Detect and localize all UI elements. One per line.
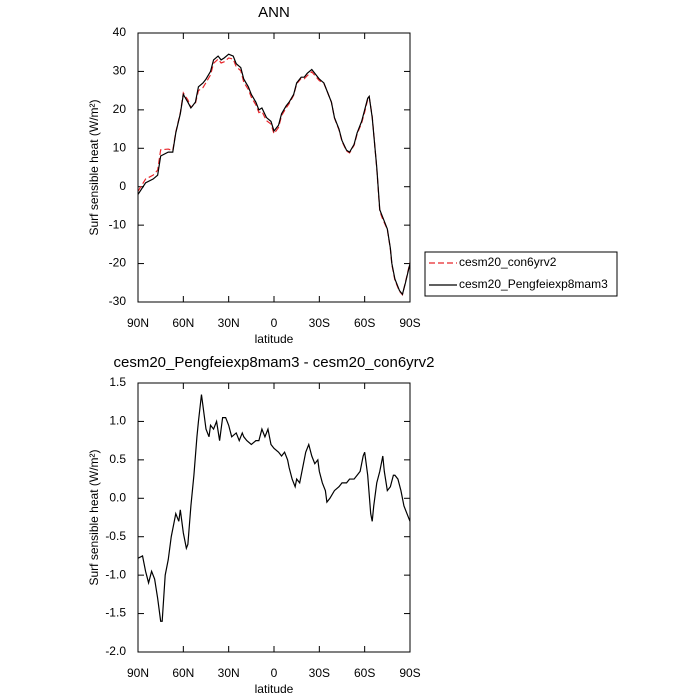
y-tick-label: 30 bbox=[113, 64, 127, 78]
x-tick-label: 90N bbox=[127, 666, 149, 680]
y-tick-label: 40 bbox=[113, 25, 127, 39]
x-tick-label: 60S bbox=[354, 316, 375, 330]
x-tick-label: 0 bbox=[271, 316, 278, 330]
y-tick-label: 1.5 bbox=[109, 375, 126, 389]
x-axis-label: latitude bbox=[255, 682, 294, 696]
x-tick-label: 90S bbox=[399, 316, 420, 330]
y-tick-label: 0 bbox=[119, 179, 126, 193]
x-tick-label: 30S bbox=[309, 666, 330, 680]
y-tick-label: -1.0 bbox=[105, 567, 126, 581]
chart-title: ANN bbox=[258, 4, 290, 21]
data-line bbox=[137, 57, 411, 296]
x-axis-label: latitude bbox=[255, 332, 294, 346]
x-tick-label: 0 bbox=[271, 666, 278, 680]
x-tick-label: 60N bbox=[172, 316, 194, 330]
legend-label: cesm20_con6yrv2 bbox=[459, 255, 557, 269]
y-tick-label: 0.0 bbox=[109, 490, 126, 504]
x-tick-label: 90N bbox=[127, 316, 149, 330]
y-tick-label: -20 bbox=[109, 256, 127, 270]
y-tick-label: 0.5 bbox=[109, 452, 126, 466]
y-tick-label: 20 bbox=[113, 102, 127, 116]
y-tick-label: -10 bbox=[109, 217, 127, 231]
x-tick-label: 60S bbox=[354, 666, 375, 680]
x-tick-label: 30N bbox=[218, 666, 240, 680]
y-tick-label: -2.0 bbox=[105, 644, 126, 658]
y-tick-label: 10 bbox=[113, 140, 127, 154]
legend: cesm20_con6yrv2 cesm20_Pengfeiexp8mam3 bbox=[424, 251, 618, 297]
legend-label: cesm20_Pengfeiexp8mam3 bbox=[459, 277, 608, 291]
y-tick-label: -0.5 bbox=[105, 529, 126, 543]
x-tick-label: 30N bbox=[218, 316, 240, 330]
chart-title: cesm20_Pengfeiexp8mam3 - cesm20_con6yrv2 bbox=[114, 354, 435, 371]
y-axis-label: Surf sensible heat (W/m²) bbox=[87, 99, 101, 235]
y-axis-label: Surf sensible heat (W/m²) bbox=[87, 449, 101, 585]
x-tick-label: 90S bbox=[399, 666, 420, 680]
x-tick-label: 60N bbox=[172, 666, 194, 680]
legend-box bbox=[424, 251, 618, 297]
plot-frame bbox=[137, 382, 411, 653]
plot-frame bbox=[137, 32, 411, 303]
x-tick-label: 30S bbox=[309, 316, 330, 330]
y-tick-label: 1.0 bbox=[109, 414, 126, 428]
y-tick-label: -1.5 bbox=[105, 606, 126, 620]
data-line bbox=[137, 394, 411, 622]
y-tick-label: -30 bbox=[109, 294, 127, 308]
data-line bbox=[137, 53, 411, 296]
